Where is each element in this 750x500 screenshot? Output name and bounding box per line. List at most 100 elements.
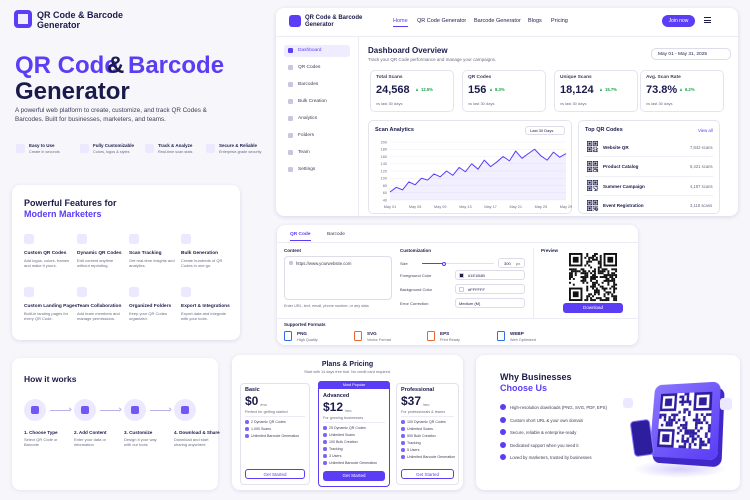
background-input[interactable] bbox=[455, 284, 525, 294]
qr-module bbox=[595, 170, 596, 172]
qr-module bbox=[613, 281, 616, 284]
qr-finder bbox=[664, 398, 673, 407]
qr-module bbox=[599, 299, 602, 302]
feature-item-title: Dynamic QR Codes bbox=[77, 251, 122, 256]
join-button[interactable]: Join now bbox=[662, 15, 695, 27]
file-icon bbox=[354, 331, 362, 341]
tab-active[interactable]: QR Code bbox=[290, 232, 311, 241]
qr-module bbox=[582, 276, 585, 279]
check-badge bbox=[500, 429, 506, 435]
sidebar-item[interactable]: Team bbox=[298, 150, 310, 155]
qr-module bbox=[605, 287, 608, 290]
sidebar-item[interactable]: QR Codes bbox=[298, 65, 321, 70]
qr-module bbox=[673, 416, 676, 419]
qr-module bbox=[27, 23, 29, 25]
icon bbox=[288, 98, 293, 104]
feature-item-text: Built-in landing pages for every QR Code… bbox=[24, 311, 69, 321]
slider-track bbox=[422, 263, 494, 265]
nav-link[interactable]: Blogs bbox=[528, 18, 542, 24]
slider-thumb[interactable] bbox=[442, 261, 446, 266]
content-url: https://www.yourwebsite.com bbox=[296, 261, 352, 266]
qr-module bbox=[707, 440, 711, 444]
line-series bbox=[389, 148, 567, 193]
qr-module bbox=[586, 287, 589, 290]
sidebar-item[interactable]: Barcodes bbox=[298, 82, 319, 87]
nav-link[interactable]: Home bbox=[393, 18, 408, 27]
feature-title: Secure & Reliable bbox=[219, 143, 258, 148]
qr-module bbox=[593, 166, 595, 168]
plan-cta[interactable]: Get Started bbox=[401, 469, 454, 479]
y-tick-label: 160 bbox=[381, 155, 387, 159]
qr-module bbox=[572, 268, 575, 271]
qr-finder bbox=[594, 142, 597, 145]
sidebar-item[interactable]: Settings bbox=[298, 167, 316, 172]
plan-cta[interactable]: Get Started bbox=[323, 471, 385, 481]
icon bbox=[145, 144, 154, 153]
qr-module bbox=[595, 168, 597, 170]
content-input[interactable] bbox=[284, 256, 392, 300]
qr-module bbox=[584, 277, 587, 280]
qr-module bbox=[588, 264, 591, 267]
format-text: Web Optimized bbox=[510, 338, 536, 342]
qr-module bbox=[597, 283, 600, 286]
qr-module bbox=[603, 276, 606, 279]
qr-module bbox=[704, 443, 708, 447]
sidebar-item[interactable]: Dashboard bbox=[298, 48, 322, 53]
content-label: Content bbox=[284, 248, 301, 253]
qr-module bbox=[597, 148, 599, 150]
qr-module bbox=[586, 276, 589, 279]
check-icon bbox=[401, 427, 405, 431]
qr-module bbox=[588, 293, 591, 296]
format-name: EPS bbox=[440, 331, 450, 336]
qr-module bbox=[569, 272, 571, 275]
qr-module bbox=[691, 434, 695, 438]
qr-module bbox=[599, 256, 602, 259]
error-correction-input[interactable] bbox=[455, 298, 525, 308]
qr-module bbox=[597, 188, 599, 189]
qr-module bbox=[594, 151, 596, 153]
sidebar-item[interactable]: Bulk Creation bbox=[298, 99, 327, 104]
qr-module bbox=[592, 281, 595, 284]
qr-module bbox=[597, 207, 599, 209]
qr-module bbox=[586, 253, 589, 255]
qr-module bbox=[588, 256, 591, 259]
qr-module bbox=[603, 299, 606, 302]
qr-module bbox=[593, 277, 596, 280]
qr-module bbox=[595, 147, 597, 149]
stat-value: 156 bbox=[468, 84, 487, 96]
qr-module bbox=[592, 285, 595, 288]
sidebar-item[interactable]: Analytics bbox=[298, 116, 318, 121]
qr-module bbox=[597, 208, 599, 210]
nav-link[interactable]: Pricing bbox=[551, 18, 568, 24]
x-tick-label: May 01 bbox=[384, 205, 396, 209]
row-divider bbox=[585, 156, 713, 157]
qr-module bbox=[607, 270, 610, 273]
foreground-input[interactable] bbox=[455, 270, 525, 280]
qr-module bbox=[590, 256, 593, 259]
tab[interactable]: Barcode bbox=[327, 232, 345, 237]
nav-link[interactable]: QR Code Generator bbox=[417, 18, 467, 24]
qr-module bbox=[607, 277, 610, 280]
plan-period: /mo bbox=[260, 402, 267, 407]
qr-module bbox=[707, 429, 711, 433]
size-input[interactable] bbox=[498, 258, 525, 268]
view-all-link[interactable]: View all bbox=[698, 128, 713, 133]
feature-item-title: Scan Tracking bbox=[129, 251, 162, 256]
qr-module bbox=[675, 421, 678, 424]
sidebar-item[interactable]: Folders bbox=[298, 133, 314, 138]
feature-item-text: Get real-time insights and analytics. bbox=[129, 258, 175, 268]
qr-module bbox=[686, 429, 690, 433]
date-picker[interactable]: May 01 - May 31, 2025 bbox=[651, 48, 731, 60]
period-select[interactable]: Last 30 Days bbox=[525, 126, 565, 135]
qr-module bbox=[597, 293, 600, 296]
why-item: Dedicated support when you need it bbox=[510, 442, 579, 448]
nav-link[interactable]: Barcode Generator bbox=[474, 18, 521, 24]
qr-module bbox=[663, 413, 667, 417]
qr-module bbox=[588, 260, 591, 263]
qr-module bbox=[593, 293, 596, 296]
download-button[interactable]: Download bbox=[563, 303, 623, 313]
y-tick-label: 100 bbox=[381, 177, 387, 181]
qr-module bbox=[599, 266, 602, 269]
qr-module bbox=[595, 149, 597, 151]
plan-cta[interactable]: Get Started bbox=[245, 469, 305, 479]
